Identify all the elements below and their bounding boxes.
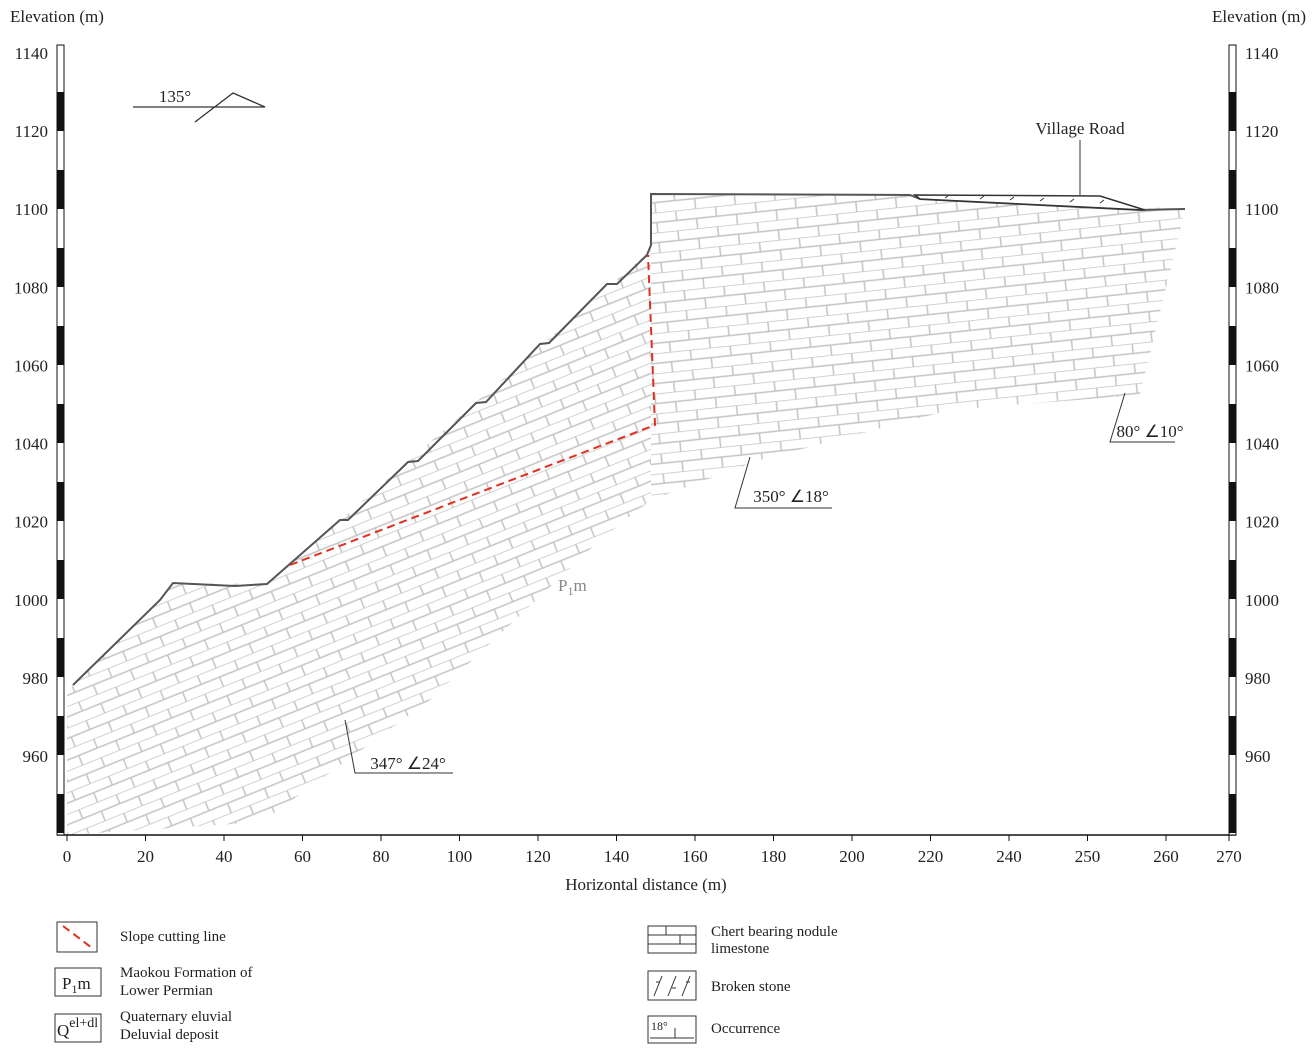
x-tick-label: 180 <box>761 847 787 866</box>
y-tick-label: 1140 <box>15 44 48 63</box>
formation-label: m <box>573 576 586 595</box>
elevation-bar <box>1229 638 1236 677</box>
elevation-bar <box>57 326 64 365</box>
y-tick-label: 1100 <box>15 200 48 219</box>
elevation-bar <box>1229 326 1236 365</box>
rock-body <box>651 194 1185 500</box>
x-tick-label: 160 <box>682 847 708 866</box>
legend-symbol: el+dl <box>69 1016 98 1031</box>
x-axis-title: Horizontal distance (m) <box>565 875 726 894</box>
x-tick-label: 200 <box>839 847 865 866</box>
x-tick-label: 270 <box>1216 847 1242 866</box>
annotation: 347° ∠24° <box>370 754 446 773</box>
annotation: 350° ∠18° <box>753 487 829 506</box>
elevation-bar <box>57 248 64 287</box>
x-tick-label: 80 <box>373 847 390 866</box>
y-tick-label: 1120 <box>15 122 48 141</box>
y-axis-title: Elevation (m) <box>1212 7 1306 26</box>
y-tick-label: 1140 <box>1245 44 1278 63</box>
x-tick-label: 120 <box>525 847 551 866</box>
legend-label: Occurrence <box>711 1021 780 1037</box>
elevation-bar <box>57 638 64 677</box>
elevation-bar <box>1229 248 1236 287</box>
x-tick-label: 60 <box>294 847 311 866</box>
elevation-bar <box>1229 482 1236 521</box>
x-tick-label: 140 <box>604 847 630 866</box>
elevation-bar <box>57 560 64 599</box>
legend-label: Maokou Formation of <box>120 965 253 981</box>
elevation-bar <box>57 716 64 755</box>
legend-label: Chert bearing nodule <box>711 924 838 940</box>
legend-symbol: P <box>62 974 71 993</box>
legend-symbol: 18° <box>651 1019 668 1033</box>
x-tick-label: 260 <box>1153 847 1179 866</box>
elevation-bar <box>1229 92 1236 131</box>
legend-label: Slope cutting line <box>120 929 226 945</box>
annotation: 80° ∠10° <box>1116 422 1183 441</box>
strike-symbol <box>133 93 265 122</box>
y-tick-label: 1120 <box>1245 122 1278 141</box>
elevation-bar <box>57 170 64 209</box>
y-tick-label: 1040 <box>1245 435 1279 454</box>
legend-label: Deluvial deposit <box>120 1027 220 1043</box>
elevation-bar <box>57 92 64 131</box>
y-tick-label: 1020 <box>14 513 48 532</box>
y-tick-label: 980 <box>23 669 49 688</box>
legend-symbol <box>648 926 696 953</box>
annotation: 135° <box>159 87 191 106</box>
legend: Slope cutting line P1m Maokou Formation … <box>55 922 838 1043</box>
diagram: Elevation (m) Elevation (m) Horizontal d… <box>0 0 1316 1047</box>
x-tick-label: 100 <box>447 847 473 866</box>
rock-body <box>67 250 651 835</box>
y-tick-label: 1020 <box>1245 513 1279 532</box>
x-tick-label: 250 <box>1075 847 1101 866</box>
elevation-bar <box>1229 170 1236 209</box>
x-tick-label: 40 <box>216 847 233 866</box>
y-tick-label: 1040 <box>14 435 48 454</box>
elevation-bar <box>57 794 64 833</box>
elevation-bar <box>57 482 64 521</box>
y-tick-label: 1000 <box>1245 591 1279 610</box>
y-tick-label: 960 <box>23 747 49 766</box>
y-tick-label: 1080 <box>14 278 48 297</box>
legend-label: limestone <box>711 941 770 957</box>
legend-label: Lower Permian <box>120 983 213 999</box>
x-tick-label: 240 <box>996 847 1022 866</box>
y-tick-label: 960 <box>1245 747 1271 766</box>
legend-label: Broken stone <box>711 979 791 995</box>
legend-symbol: Q <box>57 1021 69 1040</box>
y-tick-label: 980 <box>1245 669 1271 688</box>
formation-label: P <box>558 576 567 595</box>
x-tick-label: 20 <box>137 847 154 866</box>
elevation-bar <box>1229 404 1236 443</box>
elevation-bar <box>1229 716 1236 755</box>
y-tick-label: 1000 <box>14 591 48 610</box>
y-tick-label: 1080 <box>1245 278 1279 297</box>
y-tick-label: 1060 <box>1245 356 1279 375</box>
x-tick-label: 220 <box>918 847 944 866</box>
elevation-bar <box>57 404 64 443</box>
elevation-bar <box>1229 560 1236 599</box>
elevation-bar <box>1229 794 1236 833</box>
legend-label: Quaternary eluvial <box>120 1009 232 1025</box>
y-axis-title: Elevation (m) <box>10 7 104 26</box>
y-tick-label: 1060 <box>14 356 48 375</box>
formation-label: P1m <box>558 576 587 598</box>
x-tick-label: 0 <box>63 847 72 866</box>
annotation: Village Road <box>1035 119 1125 138</box>
y-tick-label: 1100 <box>1245 200 1278 219</box>
legend-symbol: m <box>77 974 90 993</box>
